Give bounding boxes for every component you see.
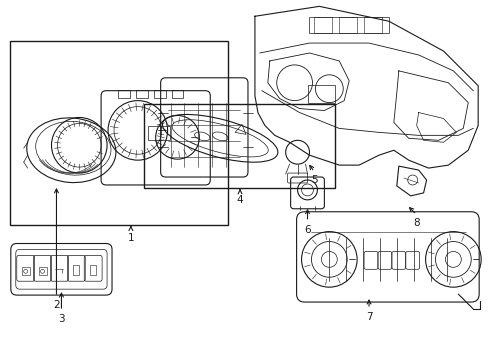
Text: 6: 6 [304, 225, 310, 235]
Text: 2: 2 [53, 300, 60, 310]
Bar [364, 17, 381, 33]
Bar [314, 17, 332, 33]
Bar [136, 90, 147, 98]
Bar [309, 17, 388, 33]
Bar [21, 267, 30, 275]
Bar [118, 90, 130, 98]
Text: 7: 7 [365, 312, 371, 322]
Bar [10, 41, 228, 225]
Bar [339, 17, 356, 33]
Text: 3: 3 [58, 314, 64, 324]
Text: 5: 5 [310, 175, 317, 185]
Bar [307, 85, 335, 103]
Text: 8: 8 [412, 218, 419, 228]
Bar [39, 267, 46, 275]
Bar [171, 90, 183, 98]
Bar [153, 90, 165, 98]
Bar [90, 265, 96, 275]
Bar [143, 104, 335, 188]
Text: 1: 1 [127, 233, 134, 243]
Text: 4: 4 [236, 195, 243, 205]
Bar [73, 265, 79, 275]
Bar [147, 126, 169, 140]
